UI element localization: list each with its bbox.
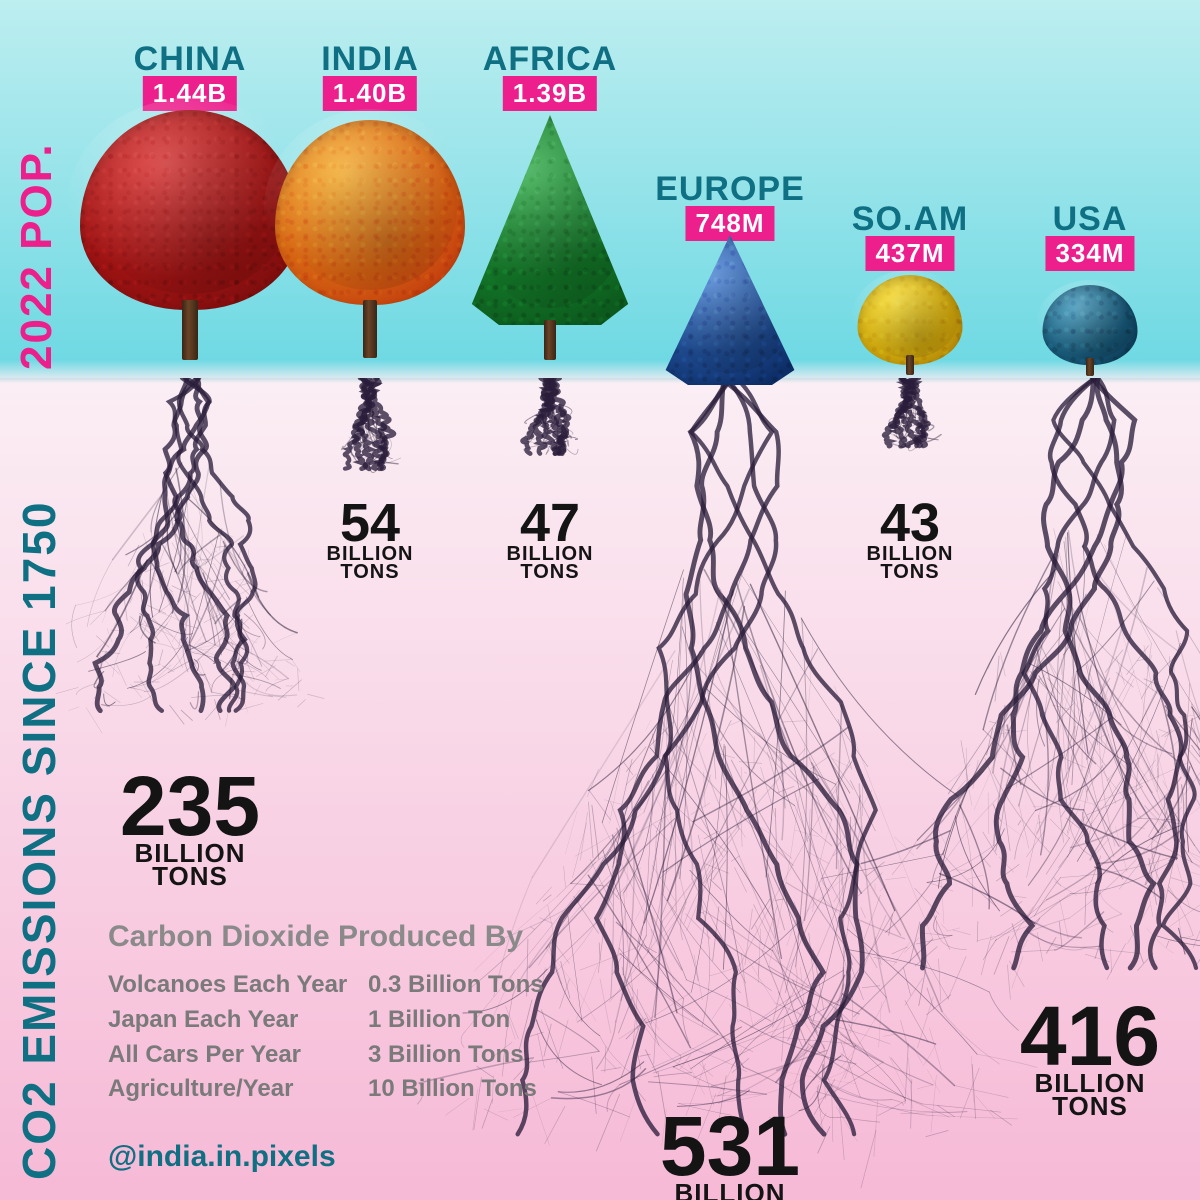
tree-canopy [660,235,800,385]
tree [1000,0,1180,380]
comparison-key: Agriculture/Year [108,1072,368,1107]
tree-canopy [275,120,465,305]
tree-trunk [544,320,556,360]
comparison-key: Volcanoes Each Year [108,968,368,1003]
tree-trunk [1086,358,1094,376]
emission-value: 531BILLION TONS [660,1110,800,1200]
emission-value: 43BILLION TONS [865,500,955,581]
comparison-row: Japan Each Year1 Billion Ton [108,1003,544,1038]
comparison-row: Agriculture/Year10 Billion Tons [108,1072,544,1107]
side-label-population: 2022 POP. [12,142,62,370]
emission-number: 416 [1020,1000,1160,1072]
emission-number: 531 [660,1110,800,1182]
tree [100,0,280,380]
credit-handle: @india.in.pixels [108,1140,336,1174]
comparison-title: Carbon Dioxide Produced By [108,920,544,954]
comparison-box: Carbon Dioxide Produced By Volcanoes Eac… [108,920,544,1107]
emission-unit: BILLION TONS [505,546,595,580]
tree [280,0,460,380]
infographic-canvas: 2022 POP. CO2 EMISSIONS SINCE 1750 CHINA… [0,0,1200,1200]
emission-number: 54 [325,500,415,546]
emission-value: 54BILLION TONS [325,500,415,581]
emission-unit: BILLION TONS [1020,1072,1160,1117]
emission-value: 47BILLION TONS [505,500,595,581]
tree-trunk [906,355,914,375]
comparison-rows: Volcanoes Each Year0.3 Billion TonsJapan… [108,968,544,1107]
emission-number: 43 [865,500,955,546]
comparison-value: 3 Billion Tons [368,1038,524,1073]
emission-unit: BILLION TONS [660,1182,800,1200]
tree [460,0,640,380]
emission-unit: BILLION TONS [865,546,955,580]
tree-canopy [858,275,963,365]
tree-canopy [465,115,635,325]
region-usa: USA334M416BILLION TONS [1000,0,1180,1200]
emission-value: 416BILLION TONS [1020,1000,1160,1117]
comparison-key: All Cars Per Year [108,1038,368,1073]
tree-trunk [363,300,377,358]
tree-trunk [182,300,198,360]
emission-number: 47 [505,500,595,546]
tree-canopy [1043,285,1138,365]
emission-value: 235BILLION TONS [120,770,260,887]
tree [640,0,820,380]
side-label-emissions: CO2 EMISSIONS SINCE 1750 [12,501,66,1180]
comparison-value: 10 Billion Tons [368,1072,537,1107]
emission-number: 235 [120,770,260,842]
comparison-row: Volcanoes Each Year0.3 Billion Tons [108,968,544,1003]
comparison-value: 0.3 Billion Tons [368,968,544,1003]
emission-unit: BILLION TONS [120,842,260,887]
comparison-value: 1 Billion Ton [368,1003,510,1038]
region-soam: SO.AM437M43BILLION TONS [820,0,1000,1200]
region-europe: EUROPE748M531BILLION TONS [640,0,820,1200]
comparison-key: Japan Each Year [108,1003,368,1038]
tree [820,0,1000,380]
emission-unit: BILLION TONS [325,546,415,580]
comparison-row: All Cars Per Year3 Billion Tons [108,1038,544,1073]
